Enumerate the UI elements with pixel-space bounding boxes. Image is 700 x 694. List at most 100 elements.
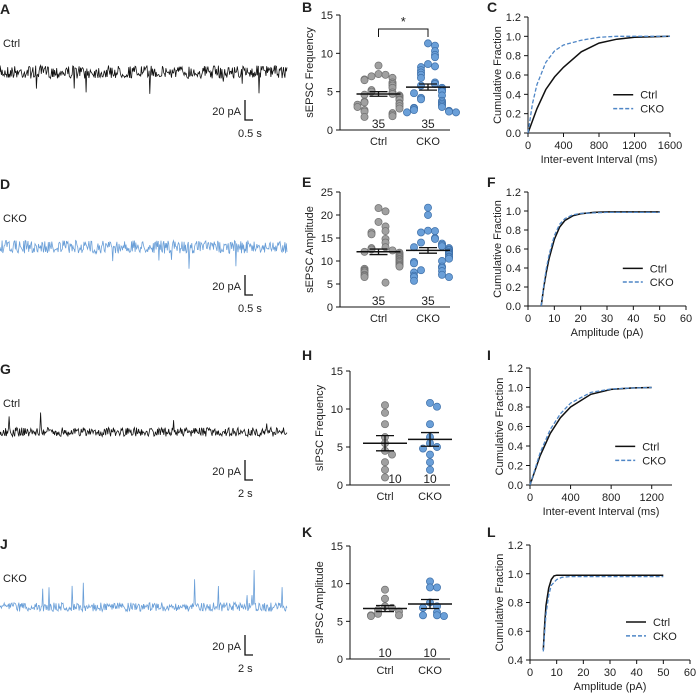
- x-tick-label: 1200: [639, 492, 663, 504]
- legend-label: CKO: [650, 277, 674, 289]
- trace-panel-A: A Ctrl 20 pA 0.5 s: [0, 1, 288, 140]
- data-point: [360, 273, 369, 282]
- x-tick-label: 50: [657, 667, 669, 679]
- data-point: [438, 270, 446, 279]
- data-point: [367, 230, 376, 239]
- data-point: [424, 203, 432, 212]
- legend-label: Ctrl: [642, 441, 659, 453]
- data-point: [445, 107, 453, 116]
- cdf-line-cko: [529, 386, 652, 486]
- x-tick-label: 10: [548, 313, 560, 325]
- trace-label: Ctrl: [3, 38, 20, 50]
- y-tick-label: 0: [337, 480, 343, 492]
- data-point: [374, 70, 383, 78]
- y-tick-label: 0.0: [508, 480, 523, 492]
- data-point: [424, 60, 432, 69]
- y-tick-label: 5: [337, 442, 343, 454]
- y-tick-label: 15: [321, 10, 333, 22]
- y-tick-label: 0.4: [508, 655, 523, 667]
- y-tick-label: 15: [331, 366, 343, 378]
- y-tick-label: 1.2: [508, 540, 523, 552]
- current-trace: [0, 239, 288, 269]
- data-point: [381, 227, 390, 236]
- n-label: 10: [423, 472, 437, 486]
- x-tick-label: CKO: [416, 136, 440, 148]
- y-tick-label: 1.0: [508, 569, 523, 581]
- scale-bar-y-label: 20 pA: [212, 281, 241, 293]
- data-point: [367, 612, 375, 621]
- y-tick-label: 1.2: [508, 363, 523, 375]
- data-point: [426, 450, 434, 459]
- data-point: [381, 473, 389, 482]
- y-tick-label: 0.6: [508, 626, 523, 638]
- sem-error-bar: [376, 604, 394, 613]
- y-tick-label: 0.8: [508, 402, 523, 414]
- panel-letter: A: [0, 1, 10, 17]
- n-label: 10: [423, 646, 437, 660]
- y-axis-label: sEPSC Amplitude: [304, 206, 316, 293]
- x-tick-label: 800: [602, 492, 620, 504]
- y-tick-label: 10: [331, 404, 343, 416]
- data-point: [424, 39, 432, 48]
- y-tick-label: 5: [327, 279, 333, 291]
- data-point: [395, 611, 403, 620]
- scale-bar-x-label: 0.5 s: [238, 303, 262, 315]
- data-point: [381, 70, 390, 79]
- panel-letter: D: [0, 176, 10, 192]
- current-trace: [0, 412, 288, 438]
- trace-label: Ctrl: [3, 398, 20, 410]
- y-axis-label: Cumulative Fraction: [494, 554, 506, 652]
- y-tick-label: 0.2: [506, 282, 521, 294]
- x-tick-label: 50: [654, 313, 666, 325]
- data-point: [374, 61, 383, 70]
- data-point: [426, 420, 434, 429]
- data-point: [381, 401, 389, 410]
- y-tick-label: 1.0: [506, 206, 521, 218]
- data-point: [410, 259, 418, 268]
- y-tick-label: 0.8: [508, 598, 523, 610]
- data-point: [381, 408, 389, 417]
- panel-letter: J: [0, 536, 8, 552]
- data-point: [433, 402, 441, 411]
- data-point: [381, 243, 390, 252]
- data-point: [410, 106, 418, 115]
- data-point: [433, 583, 441, 592]
- x-tick-label: 40: [627, 313, 639, 325]
- panel-letter: F: [487, 174, 496, 190]
- sem-error-bar: [421, 598, 439, 610]
- y-axis-label: Cumulative Fraction: [494, 378, 506, 476]
- n-label: 35: [372, 117, 386, 131]
- trace-panel-G: G Ctrl 20 pA 2 s: [0, 361, 288, 500]
- data-point: [419, 611, 427, 620]
- sem-error-bar: [369, 91, 388, 97]
- x-axis-label: Inter-event Interval (ms): [543, 506, 660, 518]
- x-tick-label: 20: [575, 313, 587, 325]
- sem-error-bar: [419, 83, 437, 91]
- cdf-line-cko: [542, 575, 664, 652]
- legend-label: CKO: [640, 104, 664, 116]
- x-tick-label: 0: [527, 492, 533, 504]
- y-axis-label: Cumulative Fraction: [492, 200, 504, 298]
- data-point: [403, 108, 411, 117]
- data-point: [381, 585, 389, 594]
- n-label: 10: [378, 646, 392, 660]
- trace-panel-D: D CKO 20 pA 0.5 s: [0, 176, 288, 315]
- x-tick-label: 30: [604, 667, 616, 679]
- data-point: [419, 603, 427, 612]
- data-point: [417, 238, 425, 247]
- x-tick-label: Ctrl: [376, 665, 393, 677]
- chart-panel-B: B 0 5 10 15 sEPSC Frequency 35 Ctrl 35 CKO *: [302, 0, 460, 148]
- trace-label: CKO: [3, 213, 27, 225]
- x-tick-label: 400: [554, 140, 572, 152]
- y-axis-label: Cumulative Fraction: [492, 26, 504, 124]
- data-point: [360, 76, 369, 85]
- panel-letter: E: [302, 174, 311, 190]
- y-tick-label: 0.0: [506, 301, 521, 313]
- x-tick-label: 10: [551, 667, 563, 679]
- data-point: [381, 207, 390, 216]
- data-point: [431, 53, 439, 62]
